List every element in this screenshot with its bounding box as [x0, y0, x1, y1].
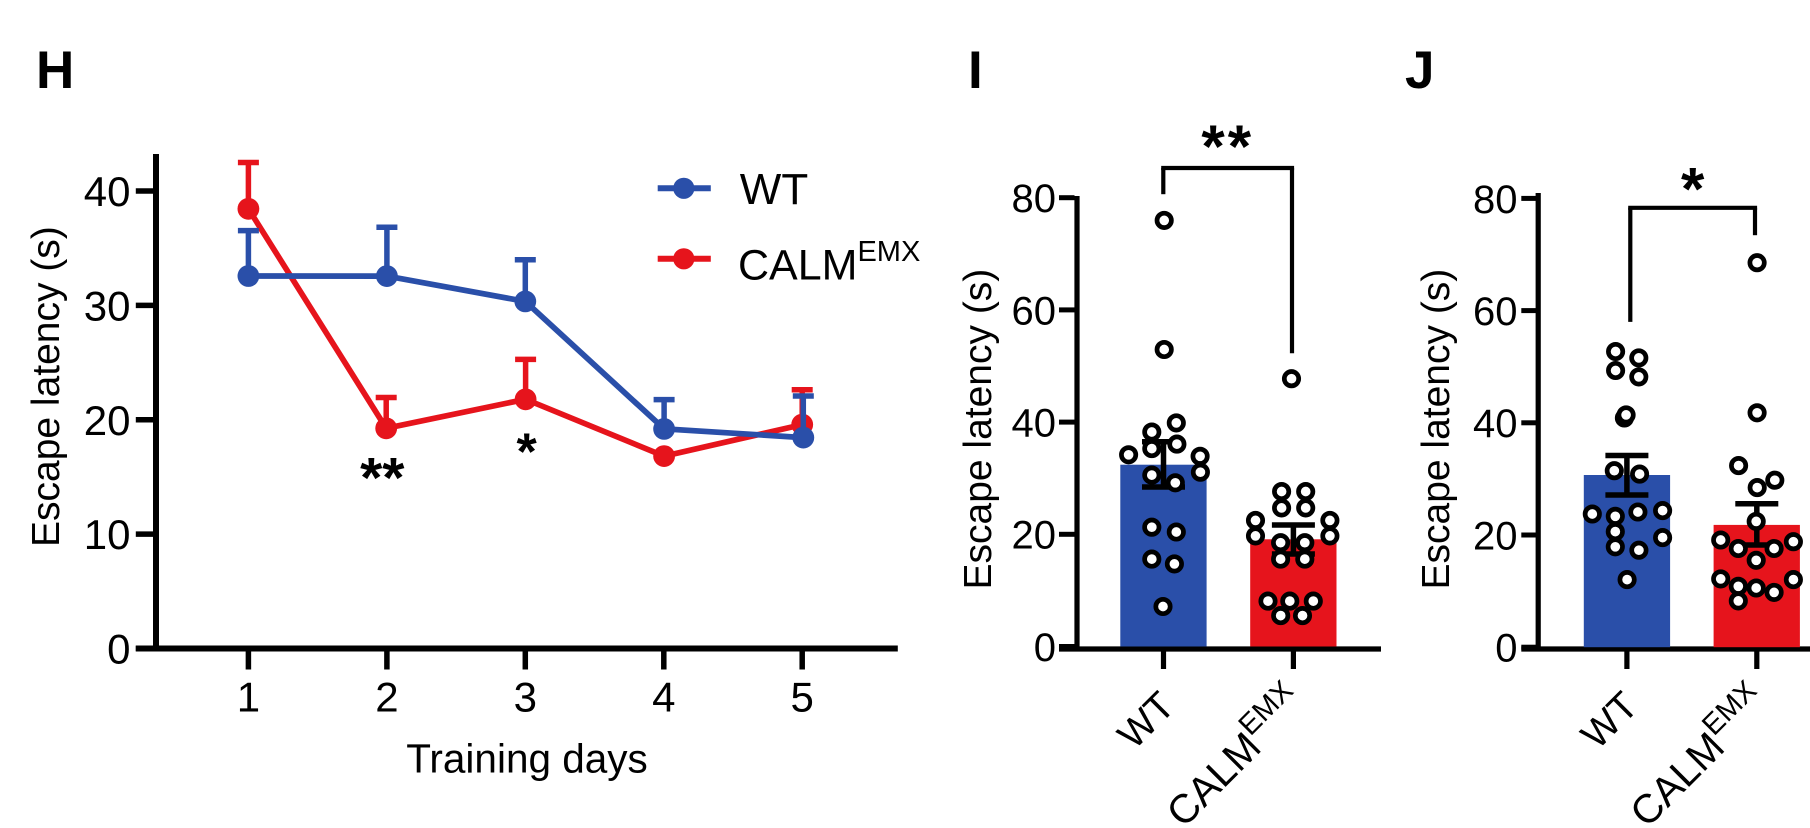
svg-text:*: * [516, 423, 537, 481]
svg-text:J: J [1405, 41, 1434, 100]
svg-text:4: 4 [652, 674, 675, 721]
svg-text:I: I [968, 41, 983, 100]
svg-text:CALMEMX: CALMEMX [1617, 675, 1778, 828]
svg-text:Escape latency (s): Escape latency (s) [957, 269, 1000, 590]
svg-text:20: 20 [1473, 514, 1518, 558]
svg-text:30: 30 [84, 282, 131, 329]
svg-text:3: 3 [514, 674, 537, 721]
svg-text:0: 0 [107, 626, 130, 673]
svg-text:40: 40 [84, 168, 131, 215]
svg-text:1: 1 [237, 674, 260, 721]
svg-text:40: 40 [1012, 402, 1057, 446]
svg-text:Escape latency (s): Escape latency (s) [1415, 269, 1458, 590]
svg-text:*: * [1681, 156, 1705, 223]
svg-text:20: 20 [84, 397, 131, 444]
svg-text:**: ** [360, 446, 405, 510]
svg-text:2: 2 [375, 674, 398, 721]
svg-text:H: H [36, 41, 74, 100]
svg-text:WT: WT [1110, 684, 1183, 757]
svg-text:0: 0 [1034, 626, 1056, 670]
svg-text:40: 40 [1473, 402, 1518, 446]
svg-text:0: 0 [1495, 627, 1517, 671]
svg-text:20: 20 [1012, 514, 1057, 558]
svg-text:60: 60 [1012, 289, 1057, 333]
svg-text:WT: WT [740, 165, 808, 214]
svg-text:60: 60 [1473, 290, 1518, 334]
svg-text:80: 80 [1473, 178, 1518, 222]
svg-text:CALMEMX: CALMEMX [738, 236, 920, 290]
svg-text:CALMEMX: CALMEMX [1153, 675, 1314, 828]
svg-text:10: 10 [84, 511, 131, 558]
svg-text:5: 5 [791, 674, 814, 721]
svg-text:Training days: Training days [406, 736, 648, 782]
svg-text:WT: WT [1573, 684, 1646, 757]
svg-text:80: 80 [1012, 177, 1057, 221]
svg-text:**: ** [1201, 113, 1254, 180]
svg-text:Escape latency (s): Escape latency (s) [25, 226, 68, 547]
